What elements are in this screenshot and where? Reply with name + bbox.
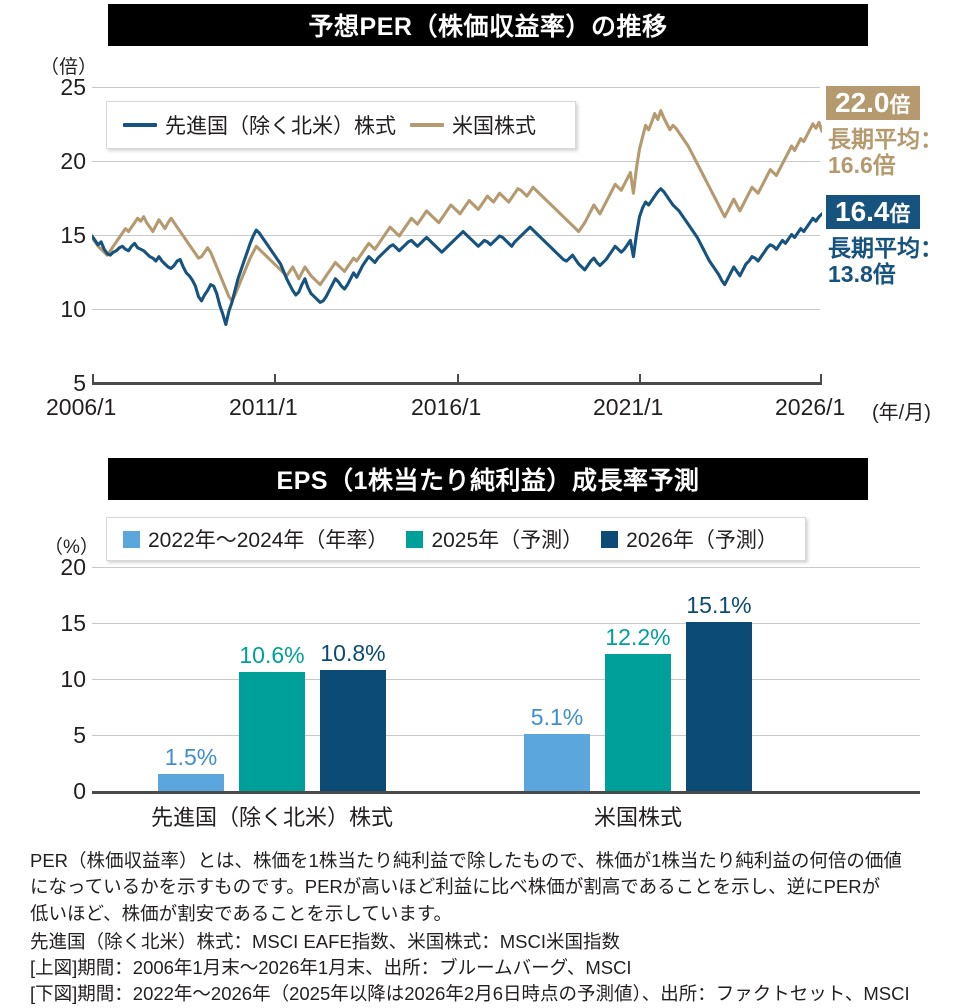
line-chart-gridline-10 [92,309,820,310]
bar-chart-category-us: 米国株式 [593,805,682,830]
annotation-developed-average-value: 13.8倍 [828,260,896,287]
annotation-us-current: 22.0倍 [826,86,920,121]
line-chart-xtick-mark-2026 [820,374,822,383]
footnote-p1-line3: 低いほど、株価が割安であることを示しています。 [30,902,452,924]
bar-label-us-2025: 12.2% [605,624,671,650]
bar-label-developed-2026: 10.8% [320,640,386,666]
annotation-us-average-value: 16.6倍 [828,151,896,178]
bar-us-2022-2024 [524,734,590,791]
legend-swatch-icon-2022-2024 [123,530,140,548]
line-chart-gridline-20 [92,161,820,162]
line-chart-xtick-2026: 2026/1 [775,394,846,420]
annotation-us-current-value: 22.0 [835,87,890,118]
line-chart-xtick-mark-2011 [274,374,276,383]
annotation-developed-average: 長期平均： 13.8倍 [828,235,943,288]
line-chart-xtick-mark-2016 [457,374,459,383]
annotation-us-current-badge: 22.0倍 [826,86,920,121]
bar-developed-2022-2024 [158,774,224,791]
bar-us-2026 [686,622,752,791]
bar-chart-legend: 2022年～2024年（年率） 2025年（予測） 2026年（予測） [106,517,806,561]
annotation-us-average-label: 長期平均： [828,126,943,152]
annotation-developed-average-label: 長期平均： [828,235,943,261]
line-chart-ytick-20: 20 [60,148,86,174]
legend-item-us: 米国株式 [410,110,536,140]
line-chart-ytick-25: 25 [60,74,86,100]
bar-label-developed-2022-2024: 1.5% [164,744,218,770]
footnote-line-upper-chart: [上図]期間：2006年1月末～2026年1月末、出所：ブルームバーグ、MSCI [30,957,632,979]
legend-line-icon-us [410,123,444,127]
legend-label-us: 米国株式 [452,115,536,138]
line-chart-ytick-10: 10 [60,296,86,322]
bar-chart-ytick-15: 15 [60,610,86,636]
line-chart-x-axis [92,382,822,385]
bar-chart-title: EPS（1株当たり純利益）成長率予測 [108,458,868,500]
bar-chart-gridline-20 [92,567,920,568]
bar-chart-gridline-5 [92,735,920,736]
line-chart-xtick-2011: 2011/1 [229,394,298,420]
footnote-line-lower-chart: [下図]期間：2022年～2026年（2025年以降は2026年2月6日時点の予… [30,983,910,1005]
annotation-developed-current-value: 16.4 [835,196,890,227]
bar-label-developed-2025: 10.6% [239,642,305,668]
footnote-line-indices: 先進国（除く北米）株式：MSCI EAFE指数、米国株式：MSCI米国指数 [30,930,620,952]
line-chart-y-unit: （倍） [40,57,98,78]
bar-chart-ytick-10: 10 [60,666,86,692]
bar-chart-panel: EPS（1株当たり純利益）成長率予測 （%） 2022年～2024年（年率） 2… [0,450,978,845]
line-chart-ytick-15: 15 [60,222,86,248]
line-chart-x-unit: (年/月) [872,402,931,424]
line-chart-xtick-mark-2021 [639,374,641,383]
legend-label-2026: 2026年（予測） [626,529,778,552]
line-chart-title: 予想PER（株価収益率）の推移 [108,4,868,46]
line-chart-xtick-mark-2006 [92,374,94,383]
legend-swatch-icon-2026 [601,530,619,548]
bar-developed-2025 [239,672,305,791]
annotation-us-current-unit: 倍 [889,94,911,117]
bar-chart-y-unit: （%） [44,537,99,558]
bar-label-us-2022-2024: 5.1% [530,704,584,730]
legend-label-developed: 先進国（除く北米）株式 [165,115,396,138]
footnote-paragraph-1: PER（株価収益率）とは、株価を1株当たり純利益で除したもので、株価が1株当たり… [30,848,960,927]
legend-item-2022-2024: 2022年～2024年（年率） [123,524,388,554]
legend-item-2025: 2025年（予測） [406,524,583,554]
bar-chart-gridline-15 [92,623,920,624]
footnote-p1-line2: になっているかを示すものです。PERが高いほど利益に比べ株価が割高であることを示… [30,876,881,898]
legend-label-2025: 2025年（予測） [431,529,584,552]
bar-developed-2026 [320,670,386,791]
annotation-developed-current-unit: 倍 [889,203,911,226]
line-chart-plot [92,109,822,327]
legend-item-2026: 2026年（予測） [601,524,778,554]
legend-item-developed: 先進国（除く北米）株式 [123,110,396,140]
bar-us-2025 [605,654,671,791]
annotation-developed-current-badge: 16.4倍 [826,195,920,230]
legend-label-2022-2024: 2022年～2024年（年率） [148,529,389,552]
footnotes: PER（株価収益率）とは、株価を1株当たり純利益で除したもので、株価が1株当たり… [30,848,960,1008]
bar-chart-category-developed: 先進国（除く北米）株式 [150,805,393,830]
annotation-developed-current: 16.4倍 [826,195,920,230]
line-chart-gridline-25 [92,87,820,88]
annotation-us-average: 長期平均： 16.6倍 [828,126,943,179]
bar-chart-ytick-5: 5 [73,722,86,748]
bar-chart-x-axis [92,791,920,794]
bar-chart-ytick-20: 20 [60,554,86,580]
line-chart-xtick-2021: 2021/1 [593,394,664,420]
line-chart-xtick-2006: 2006/1 [46,394,117,420]
legend-line-icon-developed [123,123,157,127]
bar-chart-ytick-0: 0 [73,778,86,804]
line-chart-gridline-15 [92,235,820,236]
bar-label-us-2026: 15.1% [686,592,752,618]
legend-swatch-icon-2025 [406,530,424,548]
bar-chart-gridline-10 [92,679,920,680]
line-chart-ytick-5: 5 [73,370,86,396]
line-chart-legend: 先進国（除く北米）株式 米国株式 [106,101,576,149]
line-chart-xtick-2016: 2016/1 [411,394,482,420]
footnote-p1-line1: PER（株価収益率）とは、株価を1株当たり純利益で除したもので、株価が1株当たり… [30,850,902,871]
line-chart-panel: 予想PER（株価収益率）の推移 （倍） 25 20 15 10 5 先進国（除く… [0,0,978,440]
